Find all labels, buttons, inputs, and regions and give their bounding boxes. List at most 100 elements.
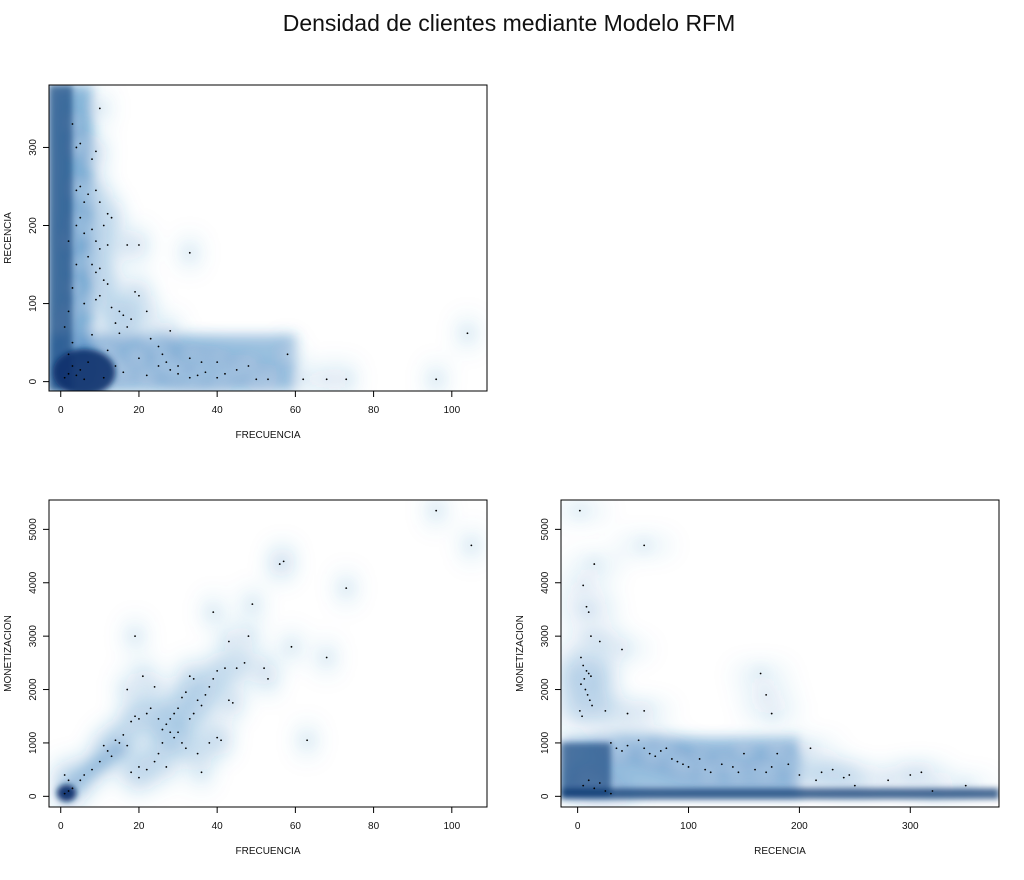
data-point (204, 371, 207, 374)
data-point (79, 185, 82, 188)
y-tick-label: 5000 (28, 518, 39, 541)
density-layer (561, 504, 999, 800)
data-point (731, 766, 734, 768)
data-point (654, 755, 657, 758)
data-point (126, 688, 129, 691)
x-tick-label: 40 (212, 405, 224, 416)
data-point (809, 747, 812, 750)
data-point (345, 378, 348, 381)
data-point (235, 369, 238, 371)
data-point (325, 656, 328, 659)
data-point (709, 771, 712, 774)
data-point (106, 750, 109, 752)
data-point (212, 611, 215, 614)
data-point (754, 768, 756, 771)
data-point (598, 640, 601, 643)
data-point (220, 739, 222, 742)
data-point (345, 587, 348, 589)
data-point (102, 224, 105, 227)
data-point (161, 728, 164, 731)
plot-frame (560, 499, 1000, 808)
data-point (196, 699, 199, 702)
data-point (145, 768, 148, 771)
data-point (609, 792, 612, 795)
data-point (587, 672, 590, 675)
data-point (161, 742, 164, 744)
y-tick-label: 300 (28, 139, 39, 156)
data-point (75, 189, 78, 192)
x-tick-label: 80 (368, 405, 380, 416)
data-point (267, 677, 269, 680)
data-point (670, 758, 673, 760)
density-core (49, 85, 116, 391)
data-point (67, 779, 70, 782)
data-point (743, 752, 745, 755)
chart-frecuencia-monetizacion: 0 20 40 60 80 100010002000300040005000FRECUEN… (3, 499, 488, 857)
data-point (118, 332, 121, 335)
data-point (720, 763, 723, 766)
data-point (67, 240, 70, 243)
data-point (177, 365, 179, 367)
data-point (584, 688, 587, 691)
data-point (643, 544, 646, 547)
data-point (590, 635, 592, 638)
data-point (200, 704, 203, 707)
page-title: Densidad de clientes mediante Modelo RFM (282, 10, 736, 36)
data-point (621, 750, 623, 752)
data-points (63, 107, 469, 381)
data-point (887, 779, 890, 782)
data-point (67, 353, 70, 356)
data-point (580, 656, 582, 659)
data-point (216, 361, 219, 364)
data-point (815, 779, 817, 782)
x-tick-label: 100 (443, 821, 460, 832)
data-point (83, 302, 86, 305)
data-point (820, 771, 823, 774)
data-point (83, 201, 86, 203)
data-point (643, 709, 646, 712)
x-axis-label: RECENCIA (754, 846, 806, 857)
data-point (255, 378, 258, 381)
data-point (177, 731, 179, 734)
data-point (126, 326, 129, 328)
data-point (286, 353, 289, 356)
density-core (56, 784, 77, 802)
data-point (95, 271, 97, 274)
data-point (153, 760, 156, 763)
data-point (578, 709, 581, 712)
data-point (79, 142, 82, 145)
data-point (98, 201, 101, 203)
data-point (138, 776, 140, 779)
data-point (231, 701, 234, 704)
data-point (149, 337, 152, 340)
data-point (114, 322, 117, 324)
y-tick-label: 2000 (28, 678, 39, 701)
data-point (95, 240, 97, 243)
density-peak (52, 348, 116, 391)
y-tick-label: 4000 (28, 571, 39, 594)
data-point (149, 707, 152, 710)
data-point (687, 766, 690, 768)
data-point (583, 677, 586, 680)
chart-recencia-monetizacion: 0 100 200 300010002000300040005000RECENCIAM… (515, 499, 1000, 857)
data-point (98, 248, 101, 250)
data-point (243, 661, 246, 664)
data-point (184, 691, 187, 694)
data-point (204, 693, 207, 696)
x-tick-label: 200 (791, 821, 808, 832)
data-point (122, 371, 125, 374)
data-point (466, 332, 469, 335)
data-point (192, 712, 195, 715)
data-point (585, 669, 588, 672)
data-point (169, 329, 172, 332)
data-point (224, 667, 226, 670)
data-points (63, 509, 473, 795)
density-core (561, 742, 999, 799)
data-point (964, 784, 967, 787)
data-point (91, 158, 93, 161)
data-point (98, 107, 101, 110)
data-point (578, 509, 581, 512)
data-point (75, 263, 78, 266)
data-point (91, 263, 93, 266)
x-tick-label: 20 (133, 405, 145, 416)
